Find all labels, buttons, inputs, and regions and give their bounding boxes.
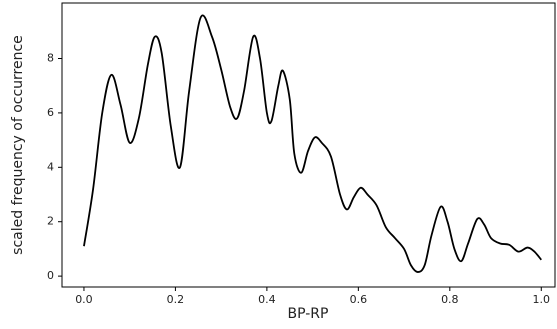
- y-axis-label: scaled frequency of occurrence: [10, 35, 26, 255]
- y-tick-label: 4: [47, 160, 54, 173]
- x-tick-label: 0.0: [75, 293, 93, 306]
- x-tick-label: 0.2: [167, 293, 185, 306]
- x-tick-label: 0.6: [350, 293, 368, 306]
- x-tick-label: 1.0: [533, 293, 551, 306]
- x-tick-label: 0.4: [258, 293, 276, 306]
- y-tick-label: 8: [47, 51, 54, 64]
- y-tick-label: 2: [47, 215, 54, 228]
- y-tick-label: 0: [47, 269, 54, 282]
- y-tick-label: 6: [47, 106, 54, 119]
- line-series: [83, 14, 542, 273]
- x-axis-label: BP-RP: [288, 306, 329, 322]
- plot-frame: [61, 2, 556, 288]
- x-tick-label: 0.8: [441, 293, 459, 306]
